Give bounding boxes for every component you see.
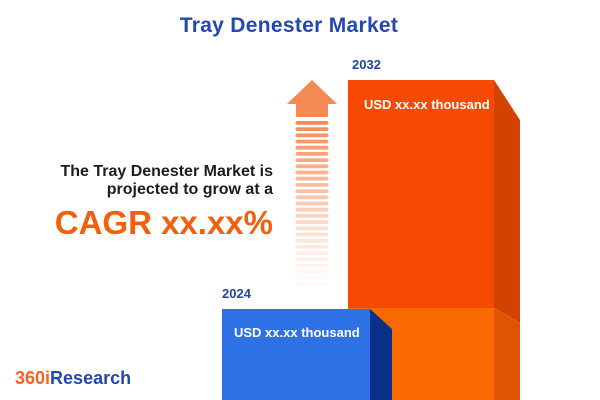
year-label-2032: 2032 [352, 57, 381, 72]
growth-annotation: The Tray Denester Market is projected to… [55, 163, 273, 242]
year-label-2024: 2024 [222, 286, 251, 301]
cagr-value: CAGR xx.xx% [54, 204, 273, 241]
bar-value-2032: USD xx.xx thousand [364, 97, 490, 112]
annotation-line-2: projected to grow at a [106, 181, 273, 198]
bar-2024-front [222, 309, 370, 400]
brand-logo-suffix: Research [50, 368, 132, 388]
brand-logo-prefix: 360i [15, 368, 51, 388]
bar-2032-growth-side [494, 80, 520, 323]
bar-2032-base-side [494, 308, 520, 400]
bar-value-2024: USD xx.xx thousand [234, 325, 360, 340]
brand-logo: 360iResearch [15, 368, 131, 389]
growth-arrow-icon [287, 80, 337, 286]
annotation-line-1: The Tray Denester Market is [60, 163, 273, 180]
bar-2024-side [370, 309, 392, 400]
bar-2032-growth-front [348, 80, 494, 308]
page-title: Tray Denester Market [179, 14, 399, 37]
